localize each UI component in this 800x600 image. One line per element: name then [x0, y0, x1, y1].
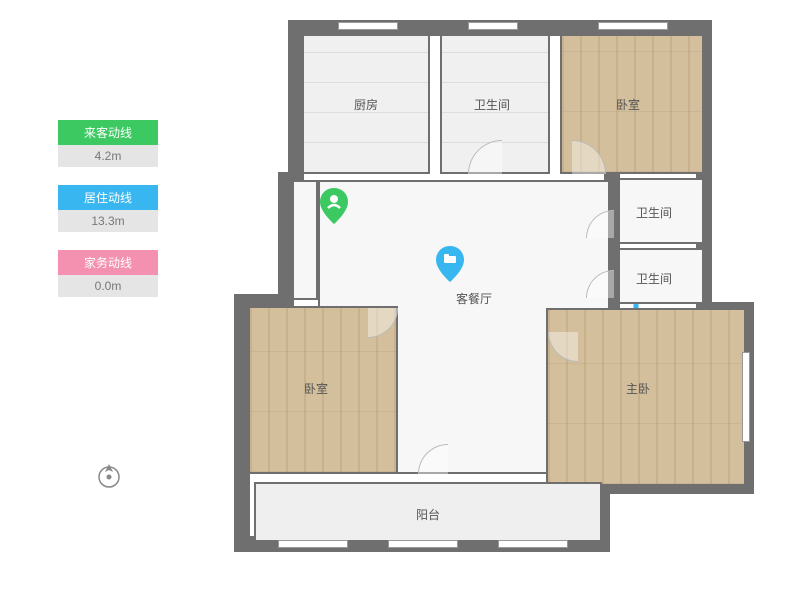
window — [498, 540, 568, 548]
room-label-kitchen: 厨房 — [354, 96, 378, 113]
legend-label: 来客动线 — [58, 120, 158, 145]
legend-value: 0.0m — [58, 275, 158, 297]
room-label-bath3: 卫生间 — [636, 270, 672, 287]
legend-item-housework: 家务动线 0.0m — [58, 250, 158, 297]
room-label-living: 客餐厅 — [456, 290, 492, 307]
room-label-balcony: 阳台 — [416, 506, 440, 523]
living-marker-icon — [436, 246, 464, 282]
legend-value: 13.3m — [58, 210, 158, 232]
room-entry — [292, 180, 318, 300]
room-label-bedroom1: 卧室 — [616, 96, 640, 113]
legend-value: 4.2m — [58, 145, 158, 167]
legend-label: 居住动线 — [58, 185, 158, 210]
legend-label: 家务动线 — [58, 250, 158, 275]
legend-panel: 来客动线 4.2m 居住动线 13.3m 家务动线 0.0m — [58, 120, 158, 315]
guest-marker-icon — [320, 188, 348, 224]
window — [468, 22, 518, 30]
legend-item-living: 居住动线 13.3m — [58, 185, 158, 232]
room-label-bath1: 卫生间 — [474, 96, 510, 113]
room-label-masterbed: 主卧 — [626, 380, 650, 397]
window — [598, 22, 668, 30]
floorplan-container: 厨房卫生间卧室卫生间卫生间客餐厅卧室主卧阳台 — [218, 12, 774, 568]
window — [278, 540, 348, 548]
legend-item-guest: 来客动线 4.2m — [58, 120, 158, 167]
compass-icon — [94, 460, 124, 490]
window — [338, 22, 398, 30]
room-label-bath2: 卫生间 — [636, 204, 672, 221]
window — [742, 352, 750, 442]
window — [388, 540, 458, 548]
room-label-bedroom2: 卧室 — [304, 380, 328, 397]
